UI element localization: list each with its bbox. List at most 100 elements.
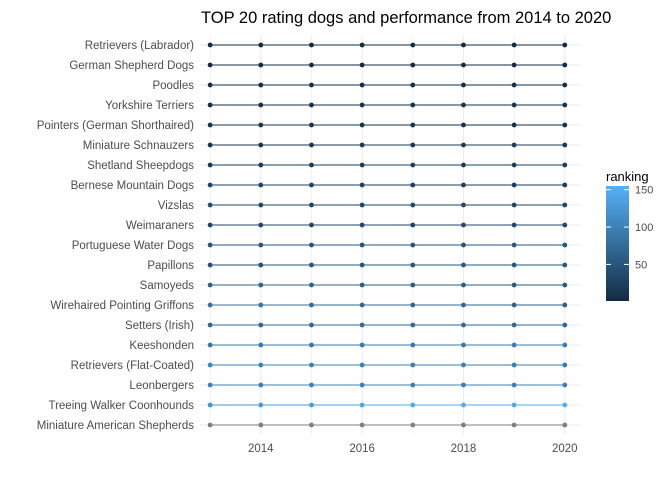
data-point — [258, 342, 264, 348]
data-point — [410, 142, 416, 148]
data-point — [562, 362, 568, 368]
data-point — [359, 102, 365, 108]
data-point — [258, 102, 264, 108]
x-axis: 2014 2016 2018 2020 — [248, 443, 578, 455]
data-point — [511, 242, 517, 248]
y-tick-label: Treeing Walker Coonhounds — [48, 400, 194, 412]
data-point — [207, 302, 213, 308]
data-point — [359, 82, 365, 88]
data-point — [309, 322, 314, 328]
data-point — [309, 302, 314, 308]
data-point — [410, 302, 416, 308]
data-point — [562, 242, 568, 248]
data-point — [461, 42, 466, 48]
data-point — [461, 202, 466, 208]
data-point — [258, 182, 264, 188]
data-point — [207, 82, 213, 88]
data-point — [461, 142, 466, 148]
data-point — [410, 382, 416, 388]
y-tick-label: Keeshonden — [129, 340, 194, 352]
data-point — [359, 122, 365, 128]
data-point — [410, 282, 416, 288]
data-point — [410, 62, 416, 68]
y-tick-label: Shetland Sheepdogs — [87, 160, 194, 172]
data-point — [359, 162, 365, 168]
data-point — [562, 142, 568, 148]
data-point — [359, 322, 365, 328]
data-point — [410, 222, 416, 228]
data-point — [461, 282, 466, 288]
series-row — [207, 362, 568, 368]
data-point — [207, 182, 213, 188]
data-point — [410, 262, 416, 268]
y-tick-label: Pointers (German Shorthaired) — [37, 120, 194, 132]
y-tick-label: German Shepherd Dogs — [69, 60, 194, 72]
color-legend: ranking 50 100 150 — [606, 169, 653, 301]
y-tick-label: Portuguese Water Dogs — [72, 240, 195, 252]
data-point — [258, 282, 264, 288]
data-point — [511, 342, 517, 348]
data-point — [461, 302, 466, 308]
data-point — [207, 102, 213, 108]
data-point — [511, 322, 517, 328]
data-point — [410, 102, 416, 108]
data-point — [309, 42, 314, 48]
data-point — [207, 282, 213, 288]
data-point — [258, 82, 264, 88]
y-tick-label: Samoyeds — [140, 280, 195, 292]
data-point — [410, 122, 416, 128]
series-row — [207, 422, 568, 428]
data-point — [207, 222, 213, 228]
data-point — [461, 402, 466, 408]
data-point — [461, 342, 466, 348]
data-point — [511, 382, 517, 388]
data-point — [562, 402, 568, 408]
data-point — [258, 62, 264, 68]
data-point — [258, 42, 264, 48]
data-point — [461, 102, 466, 108]
legend-tick-label: 100 — [635, 222, 653, 234]
data-point — [258, 322, 264, 328]
data-point — [258, 162, 264, 168]
data-point — [562, 122, 568, 128]
y-tick-label: Retrievers (Flat-Coated) — [71, 360, 195, 372]
series-row — [207, 342, 568, 348]
data-point — [207, 402, 213, 408]
y-tick-label: Yorkshire Terriers — [105, 100, 194, 112]
y-tick-label: Weimaraners — [126, 220, 194, 232]
series-group — [207, 42, 568, 428]
data-point — [309, 242, 314, 248]
series-row — [207, 222, 568, 228]
series-row — [207, 402, 568, 408]
data-point — [258, 142, 264, 148]
data-point — [461, 182, 466, 188]
data-point — [258, 262, 264, 268]
data-point — [309, 182, 314, 188]
data-point — [207, 322, 213, 328]
data-point — [207, 62, 213, 68]
series-row — [207, 262, 568, 268]
data-point — [309, 282, 314, 288]
data-point — [562, 222, 568, 228]
y-tick-label: Miniature Schnauzers — [83, 140, 194, 152]
series-row — [207, 62, 568, 68]
data-point — [258, 242, 264, 248]
data-point — [562, 162, 568, 168]
data-point — [461, 382, 466, 388]
data-point — [258, 302, 264, 308]
data-point — [511, 222, 517, 228]
data-point — [562, 282, 568, 288]
data-point — [410, 82, 416, 88]
data-point — [359, 222, 365, 228]
data-point — [511, 422, 517, 428]
data-point — [410, 242, 416, 248]
data-point — [207, 362, 213, 368]
data-point — [258, 402, 264, 408]
data-point — [410, 322, 416, 328]
data-point — [511, 362, 517, 368]
data-point — [511, 262, 517, 268]
data-point — [410, 42, 416, 48]
data-point — [461, 222, 466, 228]
data-point — [359, 42, 365, 48]
data-point — [410, 342, 416, 348]
